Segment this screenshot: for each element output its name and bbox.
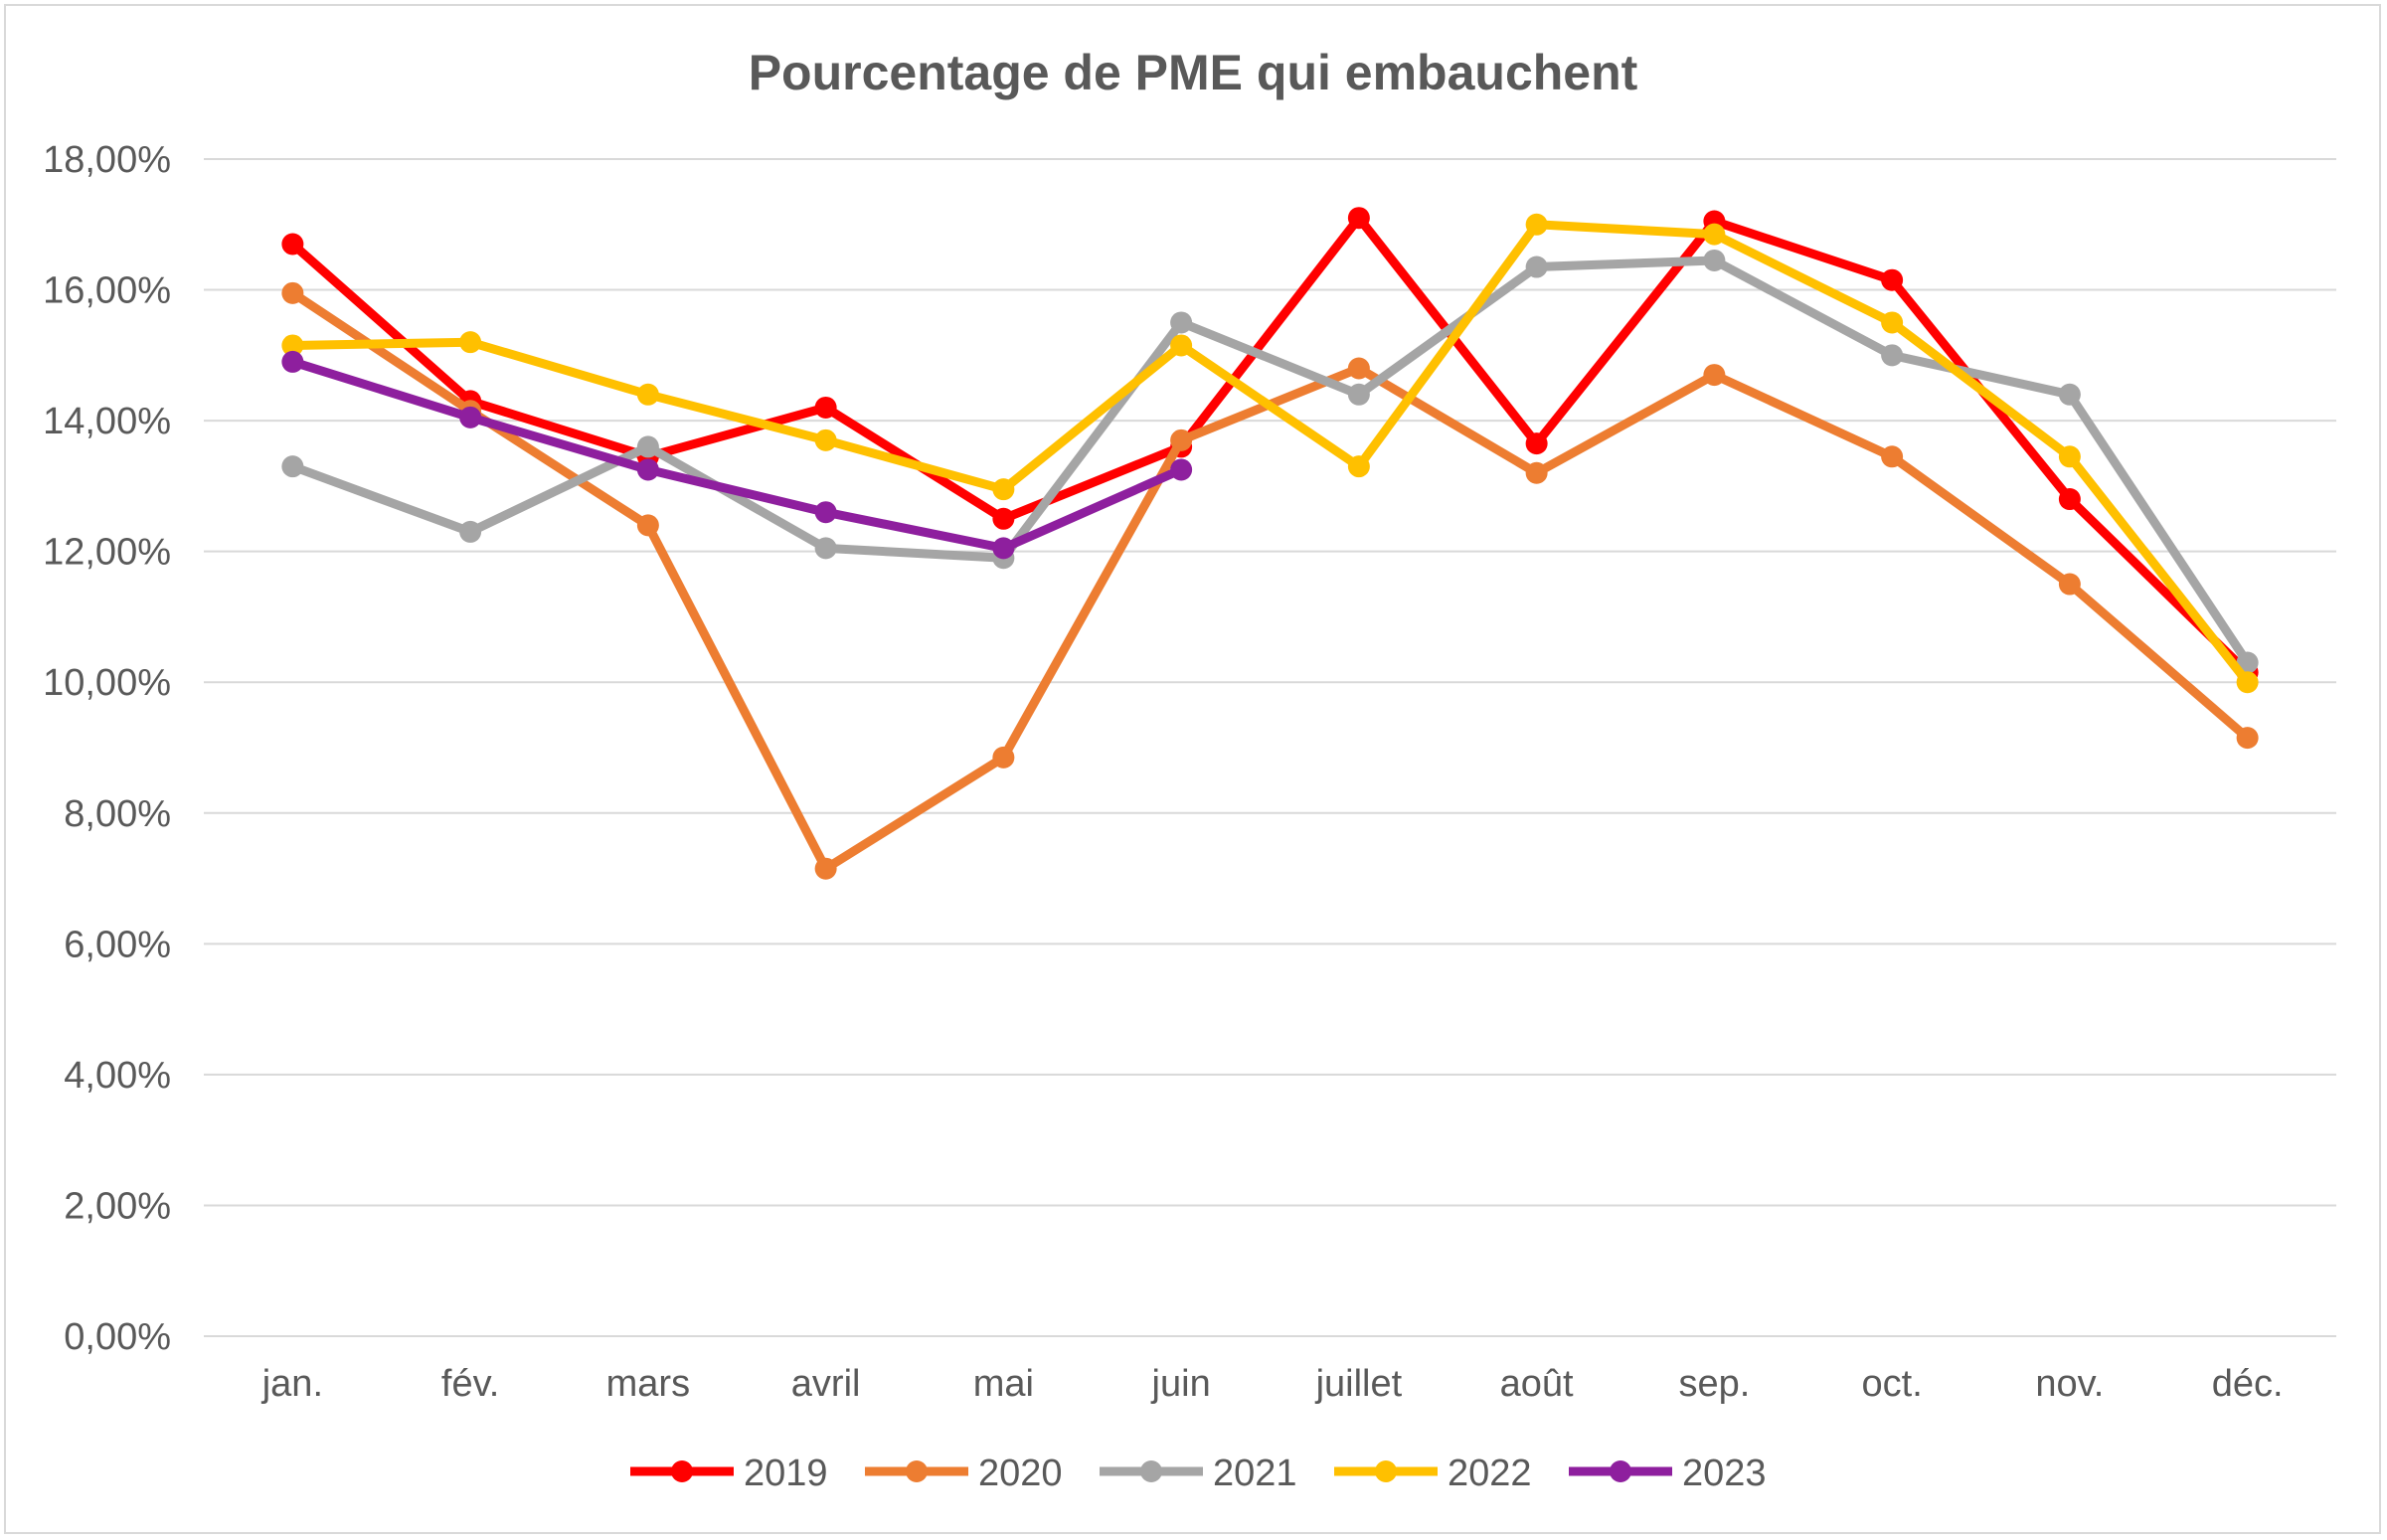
data-point <box>2058 445 2081 468</box>
y-tick-label: 10,00% <box>43 662 171 704</box>
legend-label: 2021 <box>1213 1453 1297 1494</box>
y-tick-label: 14,00% <box>43 401 171 442</box>
data-point <box>814 537 837 560</box>
x-tick-label: mars <box>606 1363 690 1405</box>
x-tick-label: juin <box>1151 1363 1211 1405</box>
data-point <box>1170 458 1193 481</box>
data-point <box>636 435 659 458</box>
data-point <box>1347 383 1370 406</box>
x-tick-label: mai <box>973 1363 1034 1405</box>
legend-item-2019: 2019 <box>630 1453 828 1494</box>
x-tick-label: juillet <box>1315 1363 1403 1405</box>
data-point <box>1170 428 1193 451</box>
legend-marker <box>1375 1460 1397 1482</box>
data-point <box>1170 334 1193 357</box>
chart-title: Pourcentage de PME qui embauchent <box>749 45 1638 100</box>
x-tick-label: sep. <box>1678 1363 1750 1405</box>
data-point <box>992 478 1015 501</box>
data-point <box>1347 207 1370 230</box>
series-line <box>287 357 1186 553</box>
y-tick-label: 16,00% <box>43 270 171 312</box>
data-point <box>1525 213 1548 236</box>
data-point <box>814 501 837 524</box>
x-tick-label: nov. <box>2035 1363 2104 1405</box>
data-point <box>992 746 1015 769</box>
legend-marker <box>671 1460 693 1482</box>
series-2022 <box>281 213 2259 694</box>
series-2023 <box>281 350 1193 560</box>
y-tick-label: 12,00% <box>43 532 171 574</box>
data-point <box>1703 364 1726 387</box>
x-tick-label: jan. <box>261 1363 323 1405</box>
data-point <box>1170 311 1193 334</box>
data-point <box>814 857 837 880</box>
data-point <box>281 281 304 304</box>
series-line <box>287 220 2253 687</box>
x-tick-label: avril <box>791 1363 861 1405</box>
data-point <box>1703 249 1726 271</box>
series-lines <box>281 207 2259 880</box>
data-point <box>459 520 482 543</box>
data-point <box>281 233 304 256</box>
data-point <box>992 507 1015 530</box>
data-point <box>2236 727 2259 750</box>
y-axis-ticks: 0,00% 2,00% 4,00% 6,00% 8,00% 10,00% 12,00% 14,… <box>43 139 171 1358</box>
legend-label: 2023 <box>1682 1453 1767 1494</box>
data-point <box>281 455 304 478</box>
data-point <box>1881 268 1904 291</box>
data-point <box>636 514 659 537</box>
y-tick-label: 4,00% <box>64 1055 171 1097</box>
y-tick-label: 2,00% <box>64 1185 171 1227</box>
y-tick-label: 8,00% <box>64 793 171 835</box>
data-point <box>1525 256 1548 278</box>
data-point <box>2236 671 2259 694</box>
y-tick-label: 18,00% <box>43 139 171 181</box>
x-tick-label: déc. <box>2212 1363 2284 1405</box>
data-point <box>459 406 482 428</box>
legend-marker <box>906 1460 928 1482</box>
data-point <box>2058 383 2081 406</box>
data-point <box>2058 573 2081 596</box>
legend-item-2022: 2022 <box>1334 1453 1532 1494</box>
legend-marker <box>1140 1460 1162 1482</box>
series-line <box>287 213 2253 677</box>
legend-marker <box>1610 1460 1631 1482</box>
gridlines <box>204 158 2336 1337</box>
data-point <box>636 383 659 406</box>
data-point <box>1881 311 1904 334</box>
data-point <box>1703 223 1726 246</box>
y-tick-label: 0,00% <box>64 1316 171 1358</box>
data-point <box>1881 445 1904 468</box>
legend: 2019 2020 2021 2022 2023 <box>630 1453 1767 1494</box>
legend-label: 2022 <box>1448 1453 1532 1494</box>
data-point <box>1525 432 1548 455</box>
legend-item-2023: 2023 <box>1569 1453 1767 1494</box>
data-point <box>814 428 837 451</box>
x-axis-ticks: jan. fév. mars avril mai juin juillet août sep. o… <box>261 1363 2284 1405</box>
x-tick-label: oct. <box>1862 1363 1923 1405</box>
legend-label: 2019 <box>744 1453 828 1494</box>
data-point <box>1347 357 1370 380</box>
legend-item-2020: 2020 <box>865 1453 1063 1494</box>
x-tick-label: fév. <box>441 1363 499 1405</box>
y-tick-label: 6,00% <box>64 924 171 965</box>
data-point <box>2058 488 2081 511</box>
data-point <box>281 334 304 357</box>
legend-item-2021: 2021 <box>1100 1453 1297 1494</box>
data-point <box>636 458 659 481</box>
data-point <box>1347 455 1370 478</box>
legend-label: 2020 <box>978 1453 1063 1494</box>
data-point <box>1525 461 1548 484</box>
chart-frame <box>4 4 2381 1534</box>
series-line <box>287 256 2253 667</box>
data-point <box>1881 344 1904 367</box>
data-point <box>281 350 304 373</box>
series-2021 <box>281 249 2259 674</box>
x-tick-label: août <box>1500 1363 1574 1405</box>
data-point <box>992 537 1015 560</box>
data-point <box>814 396 837 419</box>
data-point <box>459 331 482 354</box>
